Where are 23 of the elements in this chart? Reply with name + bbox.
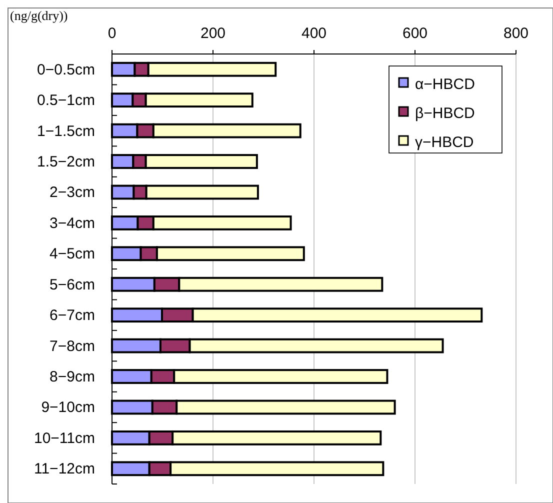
legend-label: γ−HBCD [415, 134, 474, 151]
legend-label: β−HBCD [415, 105, 476, 122]
y-tick-label: 3−4cm [50, 214, 95, 232]
chart-title: (ng/g(dry)) [10, 8, 68, 23]
x-tick-label: 600 [402, 25, 428, 42]
y-tick-label: 10−11cm [34, 430, 95, 447]
y-tick-label: 0.5−1cm [37, 92, 95, 110]
y-tick-label: 7−8cm [50, 338, 95, 355]
x-tick-label: 0 [108, 25, 116, 42]
y-tick-label: 11−12cm [34, 460, 95, 478]
y-tick-label: 8−9cm [50, 368, 95, 386]
y-tick-label: 6−7cm [50, 307, 95, 324]
x-tick-label: 800 [503, 25, 529, 42]
y-tick-label: 2−3cm [50, 184, 95, 202]
y-tick-label: 4−5cm [50, 246, 95, 263]
legend-label: α−HBCD [415, 76, 476, 93]
x-tick-label: 200 [200, 25, 226, 42]
y-tick-label: 1.5−2cm [37, 154, 95, 170]
x-tick-label: 400 [301, 25, 327, 42]
y-tick-label: 5−6cm [50, 276, 95, 294]
y-tick-label: 0−0.5cm [37, 61, 95, 78]
y-tick-label: 1−1.5cm [37, 122, 95, 140]
y-tick-label: 9−10cm [41, 399, 95, 416]
